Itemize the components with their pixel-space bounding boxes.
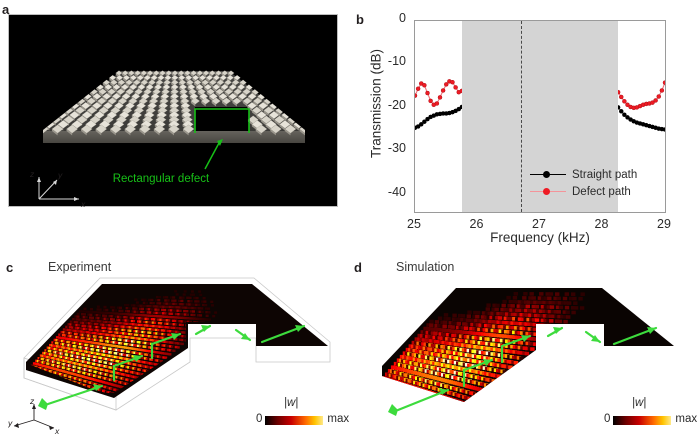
svg-text:y: y: [8, 418, 13, 428]
rectangular-defect-label: Rectangular defect: [112, 173, 210, 185]
sample-photograph: Rectangular defect x z y: [8, 14, 338, 209]
colorbar-max-label: max: [327, 413, 350, 425]
x-tick-label: 25: [407, 217, 421, 231]
y-tick-label: 0: [399, 11, 406, 25]
axis-triad-a: x z y: [29, 169, 86, 209]
svg-text:z: z: [29, 396, 35, 406]
panel-a-sample-photo: a: [2, 2, 338, 209]
phononic-plate-render: [9, 15, 337, 206]
colorbar-max-label: max: [675, 413, 698, 425]
y-tick-label: -20: [387, 97, 406, 112]
passband-shaded-region: [461, 21, 619, 212]
axis-label-z: z: [29, 169, 35, 179]
colorbar-gradient: [613, 416, 672, 425]
axis-label-y: y: [57, 170, 63, 180]
colorbar-gradient: [265, 416, 324, 425]
panel-c-experiment: c Experiment: [4, 258, 350, 436]
colorbar-experiment: 0 max: [256, 413, 349, 425]
axis-triad-c: x y z: [8, 396, 60, 436]
panel-c-letter: c: [6, 260, 14, 275]
experiment-wavefield: [23, 277, 331, 411]
x-tick-label: 28: [594, 217, 609, 231]
colorbar-min-label: 0: [604, 413, 611, 425]
panel-d-simulation: d Simulation 0 max |w|: [352, 258, 698, 436]
x-tick-label: 26: [469, 217, 484, 231]
legend-label-defect: Defect path: [572, 185, 631, 198]
panel-d-title: Simulation: [396, 260, 455, 274]
legend-swatch-straight: [530, 169, 566, 180]
chart-legend: Straight path Defect path: [530, 166, 637, 200]
colorbar-quantity-label: |w|: [284, 397, 299, 409]
panel-a-letter: a: [2, 2, 10, 17]
x-tick-label: 29: [657, 217, 671, 231]
legend-swatch-defect: [530, 186, 566, 197]
y-tick-label: -30: [387, 141, 406, 156]
y-tick-label: -10: [387, 54, 406, 69]
panel-b-letter: b: [356, 12, 364, 27]
panel-d-letter: d: [354, 260, 362, 275]
x-axis-title: Frequency (kHz): [490, 230, 590, 245]
svg-text:x: x: [54, 426, 60, 436]
x-tick-label: 27: [532, 217, 546, 231]
colorbar-quantity-label: |w|: [632, 397, 647, 409]
simulation-wavefield: [382, 288, 674, 416]
legend-item-defect: Defect path: [530, 183, 637, 200]
operating-frequency-marker: [521, 21, 523, 212]
colorbar-min-label: 0: [256, 413, 263, 425]
legend-label-straight: Straight path: [572, 168, 638, 181]
axis-label-x: x: [80, 199, 86, 209]
legend-item-straight: Straight path: [530, 166, 637, 183]
plot-area: [414, 20, 666, 213]
y-tick-label: -40: [387, 184, 406, 199]
colorbar-simulation: 0 max: [604, 413, 697, 425]
plate-svg: [43, 70, 305, 170]
panel-b-transmission-chart: b Transmission (dB) Frequency (kHz) 0 -10…: [352, 8, 696, 248]
panel-c-title: Experiment: [48, 260, 112, 274]
